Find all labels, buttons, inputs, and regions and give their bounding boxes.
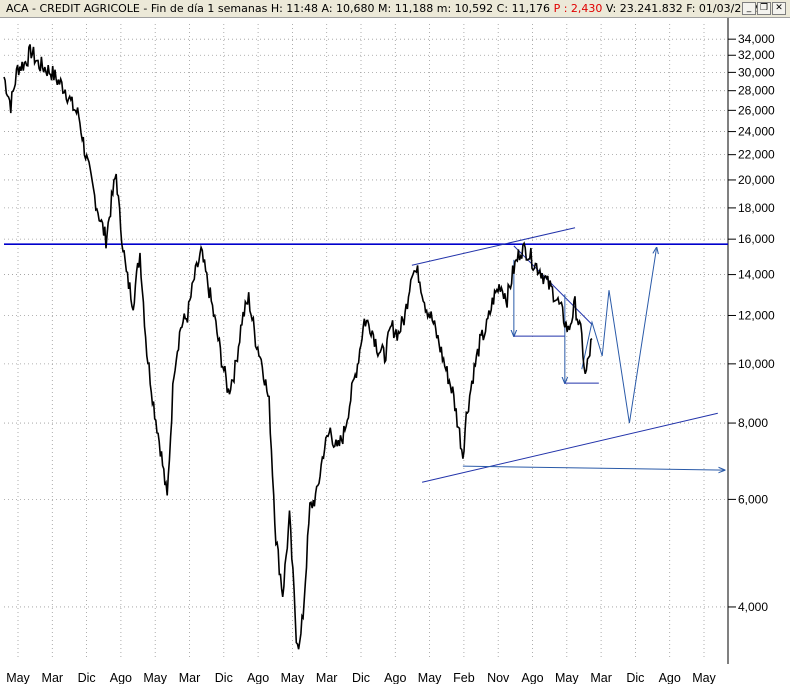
y-tick-label: 4,000	[738, 600, 768, 614]
x-tick-label: Mar	[590, 671, 612, 684]
y-tick-label: 14,000	[738, 268, 775, 282]
x-tick-label: Dic	[352, 671, 370, 684]
y-tick-label: 18,000	[738, 201, 775, 215]
quote-summary: ACA - CREDIT AGRICOLE - Fin de día 1 sem…	[6, 2, 763, 15]
restore-button[interactable]: ❐	[757, 2, 771, 15]
arrow-line	[462, 465, 725, 470]
y-tick-label: 30,000	[738, 65, 775, 79]
low-label: m:	[436, 2, 452, 15]
y-tick-label: 8,000	[738, 416, 768, 430]
trend-line	[411, 227, 576, 266]
projection-path	[581, 248, 657, 424]
low-value: 10,592	[454, 2, 494, 15]
x-tick-label: Mar	[179, 671, 201, 684]
price-chart[interactable]: 34,000 32,000 30,000 28,000 26,000 24,000 22,0…	[0, 18, 790, 684]
symbol-name: ACA - CREDIT AGRICOLE	[6, 2, 140, 15]
x-tick-label: May	[692, 671, 716, 684]
y-axis-ticks: 34,000 32,000 30,000 28,000 26,000 24,000 22,0…	[727, 18, 775, 664]
y-tick-label: 6,000	[738, 492, 768, 506]
hour-value: 11:48	[286, 2, 318, 15]
date-label: F:	[686, 2, 696, 15]
y-tick-label: 22,000	[738, 148, 775, 162]
y-tick-label: 32,000	[738, 48, 775, 62]
y-tick-label: 34,000	[738, 32, 775, 46]
x-tick-label: Ago	[521, 671, 543, 684]
hour-label: H:	[270, 2, 283, 15]
x-tick-label: Nov	[487, 671, 510, 684]
volume-label: V:	[605, 2, 617, 15]
x-tick-label: May	[418, 671, 442, 684]
change-value: 2,430	[570, 2, 603, 15]
y-tick-label: 16,000	[738, 232, 775, 246]
x-tick-label: Dic	[215, 671, 233, 684]
x-tick-label: May	[281, 671, 305, 684]
high-value: 11,188	[394, 2, 434, 15]
x-tick-label: Dic	[626, 671, 644, 684]
high-label: M:	[378, 2, 392, 15]
y-tick-label: 12,000	[738, 308, 775, 322]
x-axis-ticks: May Mar Dic Ago May Mar Dic Ago May Mar Dic Ago May F…	[6, 671, 716, 684]
y-tick-label: 26,000	[738, 103, 775, 117]
x-tick-label: Ago	[384, 671, 406, 684]
window-title-bar: ACA - CREDIT AGRICOLE - Fin de día 1 sem…	[0, 0, 790, 18]
y-tick-label: 20,000	[738, 173, 775, 187]
price-series-line	[3, 44, 593, 650]
change-label: P :	[553, 2, 568, 15]
x-tick-label: May	[143, 671, 167, 684]
close-label: C:	[496, 2, 509, 15]
minimize-button[interactable]: _	[742, 2, 756, 15]
chart-annotations	[4, 227, 728, 483]
x-tick-label: Dic	[78, 671, 96, 684]
x-tick-label: Mar	[316, 671, 338, 684]
y-tick-label: 24,000	[738, 125, 775, 139]
x-tick-label: May	[6, 671, 30, 684]
y-tick-label: 10,000	[738, 357, 775, 371]
x-tick-label: Mar	[42, 671, 64, 684]
close-value: 11,176	[511, 2, 551, 15]
trend-line	[421, 412, 718, 483]
open-label: A:	[321, 2, 333, 15]
chart-grid	[4, 24, 728, 658]
period-label: Fin de día 1 semanas	[150, 2, 268, 15]
close-button[interactable]: ✕	[772, 2, 786, 15]
x-tick-label: May	[555, 671, 579, 684]
open-value: 10,680	[336, 2, 375, 15]
x-tick-label: Feb	[453, 671, 475, 684]
x-tick-label: Ago	[659, 671, 681, 684]
y-tick-label: 28,000	[738, 84, 775, 98]
volume-value: 23.241.832	[619, 2, 683, 15]
x-tick-label: Ago	[247, 671, 269, 684]
x-tick-label: Ago	[110, 671, 132, 684]
